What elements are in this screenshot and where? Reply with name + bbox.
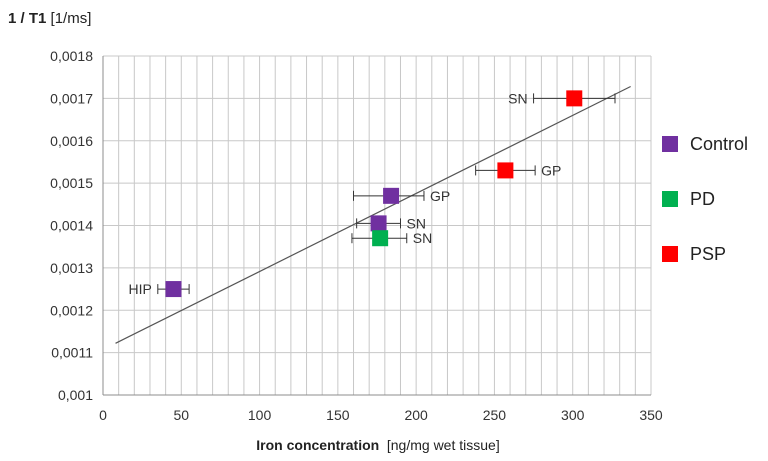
point-label: SN: [413, 230, 432, 246]
x-tick-labels: 0 50 100 150 200 250 300 350: [99, 407, 663, 423]
y-axis-label-unit: [1/ms]: [50, 10, 92, 27]
x-tick-label: 300: [561, 407, 585, 423]
y-tick-label: 0,0013: [50, 260, 93, 276]
x-tick-label: 150: [326, 407, 350, 423]
point-label: GP: [541, 162, 561, 178]
point-labels: HIP SN GP SN GP SN: [128, 90, 561, 297]
y-tick-label: 0,0018: [50, 48, 93, 64]
y-tick-label: 0,0012: [50, 302, 93, 318]
trendline-group: [115, 85, 631, 344]
y-tick-label: 0,0016: [50, 133, 93, 149]
data-point-control: [370, 215, 387, 232]
y-tick-label: 0,0017: [50, 90, 93, 106]
legend-swatch-psp: [662, 246, 678, 262]
point-label: SN: [508, 90, 527, 106]
legend-label-pd: PD: [690, 189, 716, 209]
data-points: [165, 90, 583, 298]
x-tick-label: 250: [483, 407, 507, 423]
legend-swatch-control: [662, 136, 678, 152]
grid: [103, 55, 652, 395]
legend-label-control: Control: [690, 134, 749, 154]
y-axis-label-main: 1 / T1: [8, 10, 47, 27]
x-tick-label: 350: [639, 407, 663, 423]
trendline: [115, 85, 631, 344]
axes: [102, 56, 651, 396]
data-point-control: [165, 281, 182, 298]
y-tick-labels: 0,001 0,0011 0,0012 0,0013 0,0014 0,0015 0,001…: [50, 48, 93, 403]
data-point-psp: [566, 90, 583, 107]
point-label: SN: [406, 215, 425, 231]
y-tick-label: 0,0011: [51, 345, 93, 361]
x-axis-label: Iron concentration [ng/mg wet tissue]: [0, 437, 768, 453]
x-tick-label: 200: [404, 407, 428, 423]
data-point-control: [383, 187, 400, 204]
x-tick-label: 0: [99, 407, 107, 423]
data-point-pd: [372, 230, 389, 247]
y-tick-label: 0,001: [58, 387, 93, 403]
point-label: GP: [430, 188, 450, 204]
x-tick-label: 100: [248, 407, 272, 423]
legend-swatch-pd: [662, 191, 678, 207]
x-axis-label-unit: [ng/mg wet tissue]: [386, 437, 500, 453]
legend-label-psp: PSP: [690, 244, 727, 264]
point-label: HIP: [128, 281, 151, 297]
y-tick-label: 0,0015: [50, 175, 93, 191]
y-axis-label: 1 / T1 [1/ms]: [8, 10, 91, 27]
x-axis-label-main: Iron concentration: [256, 437, 380, 453]
x-tick-label: 50: [173, 407, 189, 423]
y-tick-label: 0,0014: [50, 218, 93, 234]
data-point-psp: [497, 162, 514, 179]
